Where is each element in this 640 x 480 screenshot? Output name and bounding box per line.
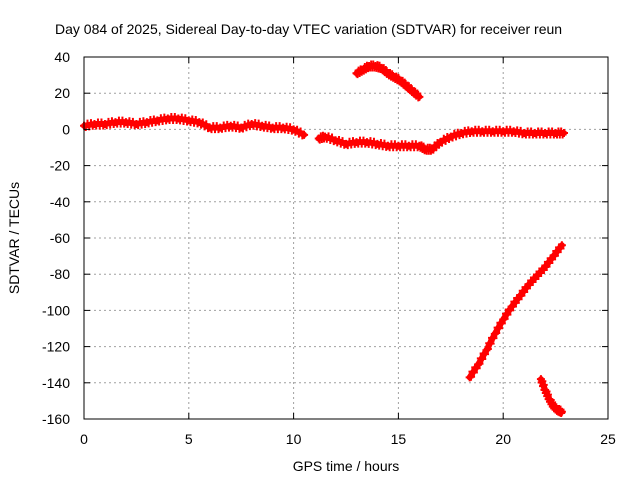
data-point (497, 319, 506, 328)
data-point (475, 359, 484, 368)
x-tick-label: 0 (80, 431, 88, 447)
y-axis-label: SDTVAR / TECUs (6, 182, 22, 294)
data-point (478, 354, 487, 363)
data-series (536, 375, 566, 417)
data-point (415, 92, 424, 101)
x-tick-label: 20 (495, 431, 511, 447)
y-tick-label: -160 (42, 411, 70, 427)
y-tick-label: -120 (42, 339, 70, 355)
data-point (481, 350, 490, 359)
data-point (558, 130, 567, 139)
data-point (500, 314, 509, 323)
x-tick-label: 10 (286, 431, 302, 447)
data-point (467, 372, 476, 381)
y-tick-label: -60 (50, 230, 70, 246)
data-point (300, 130, 309, 139)
data-point (495, 324, 504, 333)
x-axis-label: GPS time / hours (293, 458, 400, 474)
data-point (559, 129, 568, 138)
y-tick-label: -140 (42, 375, 70, 391)
y-tick-label: -20 (50, 158, 70, 174)
x-tick-label: 25 (600, 431, 616, 447)
data-point (503, 310, 512, 319)
y-tick-label: 20 (54, 85, 70, 101)
x-tick-label: 5 (185, 431, 193, 447)
data-point (486, 339, 495, 348)
axis-ticks (83, 56, 609, 420)
data-series (465, 241, 566, 382)
data-point (557, 241, 566, 250)
y-tick-label: -80 (50, 266, 70, 282)
y-tick-label: 0 (62, 121, 70, 137)
data-point (489, 334, 498, 343)
data-series (80, 113, 309, 140)
data-points (80, 60, 568, 417)
y-tick-label: -100 (42, 302, 70, 318)
data-point (483, 345, 492, 354)
x-tick-label: 15 (391, 431, 407, 447)
data-point (469, 368, 478, 377)
data-point (482, 346, 491, 355)
y-tick-labels: 40 20 0 -20 -40 -60 -80 -100 -120 -140 -160 (42, 49, 70, 427)
data-series (314, 125, 568, 155)
y-tick-label: 40 (54, 49, 70, 65)
data-series (352, 60, 424, 102)
data-point (557, 407, 566, 416)
y-tick-label: -40 (50, 194, 70, 210)
data-point (492, 329, 501, 338)
grid-lines (84, 57, 608, 419)
x-tick-labels: 0 5 10 15 20 25 (80, 431, 616, 447)
chart-title: Day 084 of 2025, Sidereal Day-to-day VTE… (55, 21, 562, 37)
